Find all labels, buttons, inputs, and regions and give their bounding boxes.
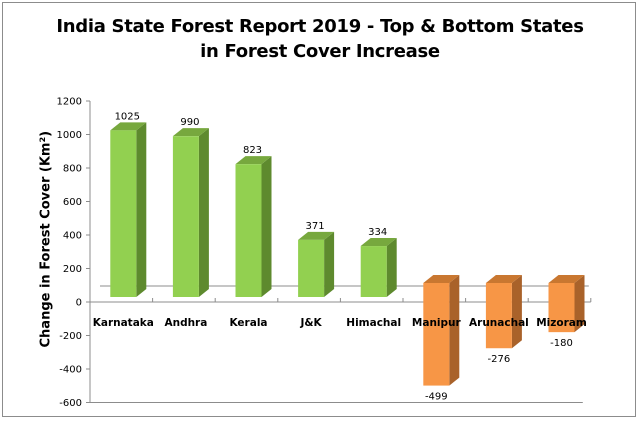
chart-title-line1: India State Forest Report 2019 - Top & B… [56, 16, 584, 37]
data-value-label: 334 [368, 227, 387, 238]
chart-title: India State Forest Report 2019 - Top & B… [0, 14, 640, 64]
data-value-label: 823 [243, 145, 262, 156]
x-category-label: Himachal [346, 317, 401, 329]
x-category-label: Mizoram [536, 317, 587, 329]
bar-karnataka [110, 130, 137, 297]
x-category-label: Arunachal [469, 317, 529, 329]
bar-top-face [485, 275, 522, 283]
x-category-label: Karnataka [93, 317, 154, 329]
bar-side-face [574, 275, 585, 333]
y-tick-label: -600 [59, 398, 82, 409]
bar-top-face [298, 231, 335, 240]
bar-top-face [110, 122, 147, 131]
bar-top-face [548, 275, 585, 283]
bar-kerala [235, 164, 262, 297]
data-value-label: 990 [180, 117, 199, 128]
bar-side-face [511, 275, 522, 349]
data-value-label: 1025 [115, 111, 140, 122]
bar-top-face [172, 128, 209, 137]
y-tick-label: -200 [59, 331, 82, 342]
x-category-label: J&K [299, 317, 322, 329]
bar-top-face [423, 275, 460, 283]
data-value-label: -276 [488, 354, 511, 365]
y-tick-label: 0 [76, 298, 82, 309]
y-tick-label: -400 [59, 365, 82, 376]
data-value-label: -499 [425, 392, 448, 403]
data-value-label: -180 [550, 338, 573, 349]
y-tick-label: 400 [63, 231, 82, 242]
x-category-label: Andhra [164, 317, 207, 329]
x-category-label: Kerala [229, 317, 267, 329]
bar-side-face [449, 275, 460, 386]
y-tick-label: 1200 [57, 97, 82, 108]
bar-top-face [235, 156, 272, 165]
bar-side-face [261, 156, 272, 297]
bar-side-face [386, 238, 397, 297]
bar-jk [298, 239, 325, 297]
bar-side-face [198, 128, 209, 297]
y-tick-label: 800 [63, 164, 82, 175]
bar-arunachal [485, 283, 512, 349]
bar-himachal [360, 246, 387, 297]
data-value-label: 371 [306, 221, 325, 232]
bar-top-face [360, 238, 397, 247]
y-tick-label: 1000 [57, 130, 82, 141]
bar-manipur [423, 283, 450, 386]
y-tick-label: 200 [63, 264, 82, 275]
bar-andhra [172, 136, 199, 297]
y-tick-label: 600 [63, 197, 82, 208]
bar-side-face [136, 122, 147, 297]
chart-frame [2, 2, 636, 417]
bar-mizoram [548, 283, 575, 333]
bar-side-face [324, 231, 335, 297]
chart-title-line2: in Forest Cover Increase [200, 41, 440, 62]
x-category-label: Manipur [412, 317, 462, 329]
